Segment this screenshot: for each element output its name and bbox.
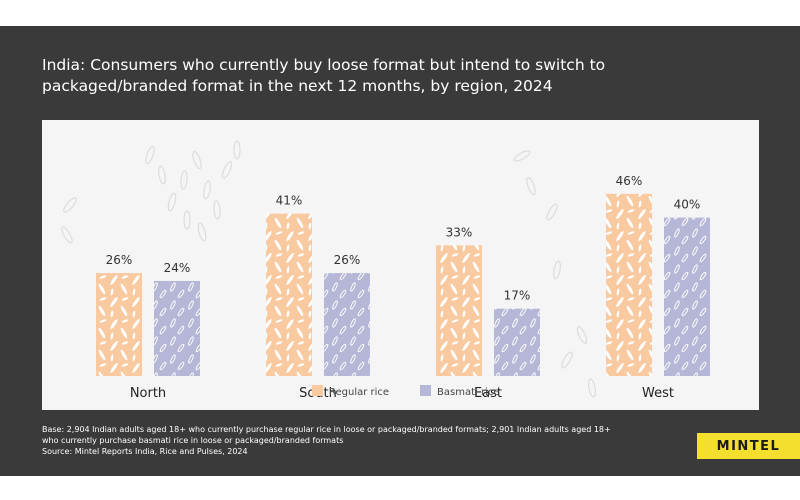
rice-grain-icon: [63, 197, 77, 213]
rice-grain-icon: [197, 222, 207, 242]
data-label: 26%: [106, 253, 133, 267]
data-label: 41%: [276, 194, 303, 208]
rice-grain-icon: [203, 180, 211, 200]
rice-grain-icon: [526, 176, 536, 196]
data-label: 40%: [674, 198, 701, 212]
bar-south-regular-rice: [266, 213, 312, 376]
bar-east-regular-rice: [436, 245, 482, 376]
chart-area: 26%24%North41%26%South33%17%East46%40%We…: [42, 120, 759, 410]
bar-east-basmati-rice: [494, 308, 540, 376]
data-label: 26%: [334, 253, 361, 267]
rice-grain-icon: [61, 226, 73, 244]
footnote-base: Base: 2,904 Indian adults aged 18+ who c…: [42, 425, 611, 445]
rice-grain-icon: [145, 145, 155, 165]
rice-grain-icon: [588, 378, 596, 398]
legend-swatch-basmati-rice: [420, 385, 431, 396]
category-label-north: North: [130, 386, 166, 401]
rice-grain-decoration: [61, 140, 596, 398]
mintel-logo: MINTEL: [697, 433, 800, 459]
rice-grain-icon: [167, 192, 177, 212]
bar-south-basmati-rice: [324, 273, 370, 376]
bar-west-regular-rice: [606, 193, 652, 376]
rice-grain-icon: [183, 210, 191, 230]
bars-group: 26%24%North41%26%South33%17%East46%40%We…: [96, 174, 710, 401]
footnote: Base: 2,904 Indian adults aged 18+ who c…: [42, 424, 622, 457]
chart-title: India: Consumers who currently buy loose…: [42, 56, 606, 95]
legend-label: Regular rice: [329, 387, 389, 398]
data-label: 46%: [616, 174, 643, 188]
bar-north-basmati-rice: [154, 280, 200, 376]
bar-north-regular-rice: [96, 273, 142, 376]
rice-grain-icon: [553, 260, 561, 280]
data-label: 33%: [446, 225, 473, 239]
rice-grain-icon: [192, 150, 202, 170]
bar-chart: 26%24%North41%26%South33%17%East46%40%We…: [61, 140, 710, 401]
dark-panel: India: Consumers who currently buy loose…: [0, 26, 800, 476]
rice-grain-icon: [233, 140, 241, 160]
category-label-west: West: [642, 386, 674, 401]
category-label-east: East: [474, 386, 502, 401]
rice-grain-icon: [576, 326, 588, 344]
data-label: 17%: [504, 289, 531, 303]
legend-swatch-regular-rice: [312, 385, 323, 396]
rice-grain-icon: [180, 170, 188, 190]
rice-grain-icon: [221, 161, 233, 179]
rice-grain-icon: [213, 200, 221, 220]
legend: Regular rice Basmati rice: [312, 385, 500, 398]
footnote-source: Source: Mintel Reports India, Rice and P…: [42, 447, 248, 456]
rice-grain-icon: [158, 165, 166, 185]
legend-label: Basmati rice: [437, 387, 500, 398]
bar-west-basmati-rice: [664, 217, 710, 376]
data-label: 24%: [164, 261, 191, 275]
rice-grain-icon: [561, 351, 573, 369]
rice-grain-icon: [546, 203, 558, 221]
rice-grain-icon: [513, 150, 531, 162]
